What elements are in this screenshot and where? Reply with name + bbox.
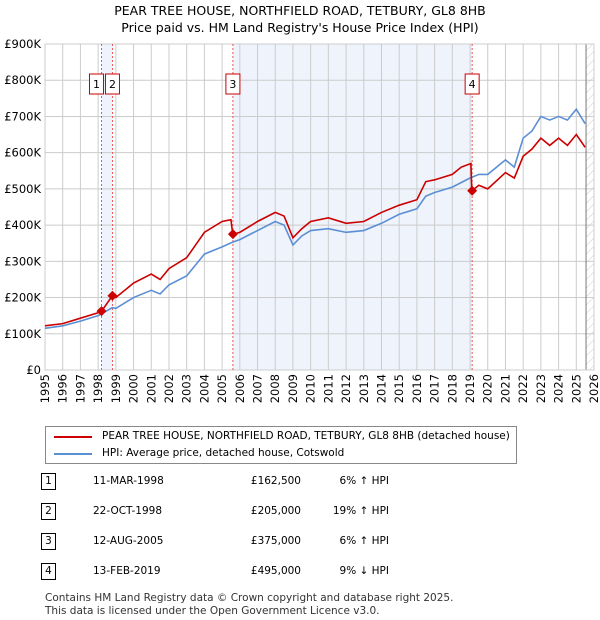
sale-date: 11-MAR-1998 xyxy=(93,474,164,487)
y-tick-label: £400K xyxy=(4,218,41,232)
hpi-change: 19% ↑ HPI xyxy=(332,504,389,517)
legend-item-hpi: HPI: Average price, detached house, Cots… xyxy=(54,447,344,460)
future-hatch xyxy=(586,44,594,370)
table-row: 1 11-MAR-1998 £162,500 6% ↑ HPI xyxy=(38,466,389,496)
plot-frame xyxy=(44,43,595,371)
sale-price: £375,000 xyxy=(250,534,301,547)
sale-price: £205,000 xyxy=(250,504,301,517)
sale-label-box xyxy=(225,73,241,95)
y-tick-label: £800K xyxy=(4,73,41,87)
table-row: 4 13-FEB-2019 £495,000 9% ↓ HPI xyxy=(38,556,389,586)
sale-label-box xyxy=(88,73,104,95)
x-tick-label: 2017 xyxy=(428,374,442,403)
x-tick-label: 2011 xyxy=(321,374,335,403)
table-row: 2 22-OCT-1998 £205,000 19% ↑ HPI xyxy=(38,496,389,526)
x-tick-label: 2019 xyxy=(463,374,477,403)
x-tick-label: 1997 xyxy=(73,374,87,403)
shaded-period xyxy=(232,44,473,370)
sale-number-badge: 1 xyxy=(41,472,56,490)
y-tick-label: £0 xyxy=(26,363,41,377)
sale-label: 4 xyxy=(469,78,476,91)
sales-table: 1 11-MAR-1998 £162,500 6% ↑ HPI 2 22-OCT-… xyxy=(38,466,389,586)
x-tick-label: 2022 xyxy=(516,374,530,403)
x-tick-label: 1999 xyxy=(109,374,123,403)
shaded-period xyxy=(101,44,113,370)
sale-label-box xyxy=(104,73,120,95)
x-tick-label: 2021 xyxy=(498,374,512,403)
footer-licence: This data is licensed under the Open Gov… xyxy=(45,605,380,617)
hpi-change: 6% ↑ HPI xyxy=(339,474,389,487)
legend: PEAR TREE HOUSE, NORTHFIELD ROAD, TETBUR… xyxy=(45,426,517,464)
x-tick-label: 2004 xyxy=(197,374,211,403)
hpi-change: 6% ↑ HPI xyxy=(339,534,389,547)
blue-line-swatch xyxy=(54,452,92,455)
sale-number-badge: 4 xyxy=(41,562,56,580)
sale-point xyxy=(107,290,118,301)
sale-number-badge: 3 xyxy=(41,532,56,550)
y-tick-label: £500K xyxy=(4,182,41,196)
chart-title: PEAR TREE HOUSE, NORTHFIELD ROAD, TETBUR… xyxy=(114,3,486,18)
x-tick-label: 2001 xyxy=(144,374,158,403)
table-row: 3 12-AUG-2005 £375,000 6% ↑ HPI xyxy=(38,526,389,556)
y-tick-label: £100K xyxy=(4,327,41,341)
sale-point xyxy=(96,306,107,317)
sale-price: £162,500 xyxy=(250,474,301,487)
footer-copyright: Contains HM Land Registry data © Crown c… xyxy=(45,592,454,604)
chart-subtitle: Price paid vs. HM Land Registry's House … xyxy=(121,20,479,35)
x-tick-label: 2010 xyxy=(304,374,318,403)
sale-label-box xyxy=(464,73,480,95)
x-tick-label: 2007 xyxy=(251,374,265,403)
sale-number-badge: 2 xyxy=(41,502,56,520)
x-tick-label: 2023 xyxy=(534,374,548,403)
sale-label: 2 xyxy=(109,78,116,91)
x-tick-label: 2020 xyxy=(481,374,495,403)
x-tick-label: 2006 xyxy=(233,374,247,403)
legend-label: HPI: Average price, detached house, Cots… xyxy=(102,447,345,459)
x-tick-label: 2018 xyxy=(445,374,459,403)
sale-price: £495,000 xyxy=(250,564,301,577)
x-tick-label: 2025 xyxy=(569,374,583,403)
sale-label: 3 xyxy=(229,78,236,91)
sale-point xyxy=(467,185,478,196)
y-tick-label: £600K xyxy=(4,146,41,160)
x-tick-label: 2003 xyxy=(180,374,194,403)
hpi-change: 9% ↓ HPI xyxy=(339,564,389,577)
sale-point xyxy=(227,229,238,240)
x-tick-label: 2005 xyxy=(215,374,229,403)
x-tick-label: 2016 xyxy=(410,374,424,403)
x-tick-label: 2002 xyxy=(162,374,176,403)
legend-label: PEAR TREE HOUSE, NORTHFIELD ROAD, TETBUR… xyxy=(102,430,510,442)
x-tick-label: 2012 xyxy=(339,374,353,403)
legend-item-property: PEAR TREE HOUSE, NORTHFIELD ROAD, TETBUR… xyxy=(54,430,510,443)
x-tick-label: 1995 xyxy=(38,374,52,403)
x-tick-label: 2008 xyxy=(268,374,282,403)
sale-date: 22-OCT-1998 xyxy=(93,504,162,517)
x-tick-label: 2015 xyxy=(392,374,406,403)
series-line xyxy=(44,107,586,330)
x-tick-label: 2000 xyxy=(127,374,141,403)
x-tick-label: 1996 xyxy=(56,374,70,403)
y-tick-label: £700K xyxy=(4,109,41,123)
red-line-swatch xyxy=(54,435,92,438)
price-chart: £0 £100K £200K £300K £400K £500K £600K £700K £80… xyxy=(4,37,600,403)
x-tick-label: 2024 xyxy=(552,374,566,403)
sale-label: 1 xyxy=(93,78,100,91)
x-tick-label: 2026 xyxy=(587,374,600,403)
y-tick-label: £300K xyxy=(4,254,41,268)
x-tick-label: 1998 xyxy=(91,374,105,403)
sale-date: 13-FEB-2019 xyxy=(93,564,161,577)
x-tick-label: 2013 xyxy=(357,374,371,403)
sale-date: 12-AUG-2005 xyxy=(93,534,164,547)
x-tick-label: 2014 xyxy=(374,374,388,403)
y-tick-label: £900K xyxy=(4,37,41,51)
series-line xyxy=(44,133,586,327)
y-tick-label: £200K xyxy=(4,291,41,305)
x-tick-label: 2009 xyxy=(286,374,300,403)
